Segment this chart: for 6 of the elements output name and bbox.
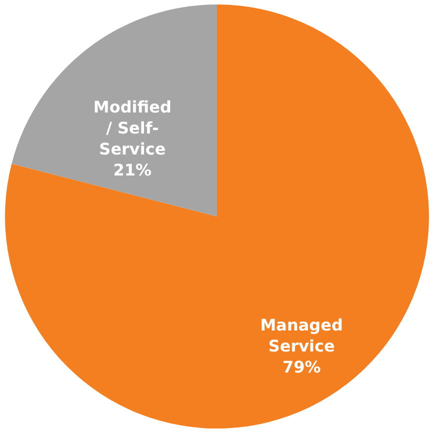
slice-label: Managed Service — [260, 316, 343, 356]
pie-slice — [5, 4, 429, 428]
data-label: 21% — [113, 160, 152, 180]
pie-slice — [12, 4, 217, 216]
data-label: 79% — [282, 358, 321, 377]
slice-label: Modified / Self-Service — [93, 97, 172, 158]
